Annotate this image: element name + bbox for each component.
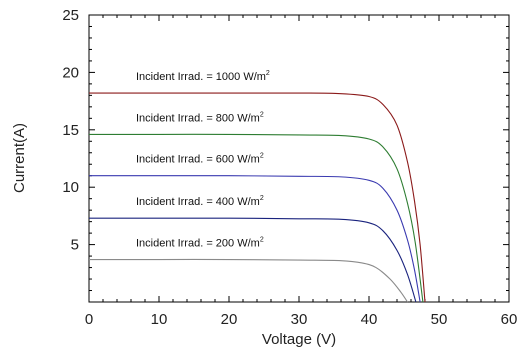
x-tick-label: 40 xyxy=(361,311,378,328)
iv-curve-series-5 xyxy=(88,258,408,303)
iv-curve-series-3 xyxy=(88,175,421,303)
curve-labels-group: Incident Irrad. = 1000 W/m2 Incident Irra… xyxy=(136,70,270,249)
axis-ticks xyxy=(88,14,510,302)
curve-label-1: Incident Irrad. = 1000 W/m2 xyxy=(136,70,270,83)
x-tick-label: 60 xyxy=(501,311,518,328)
x-tick-label: 50 xyxy=(431,311,448,328)
iv-curve-series-1 xyxy=(89,92,426,303)
x-tick-label: 0 xyxy=(85,311,93,328)
x-tick-label: 10 xyxy=(151,311,168,328)
y-tick-label: 15 xyxy=(62,122,79,139)
tick-labels: 0 10 20 30 40 50 60 5 10 15 20 25 xyxy=(62,7,517,328)
y-tick-label: 5 xyxy=(71,237,79,254)
x-tick-label: 30 xyxy=(291,311,308,328)
curve-label-5: Incident Irrad. = 200 W/m2 xyxy=(136,237,264,250)
y-tick-label: 25 xyxy=(62,7,79,24)
curves-group xyxy=(88,92,426,303)
y-tick-label: 10 xyxy=(62,179,79,196)
y-tick-label: 20 xyxy=(62,64,79,81)
iv-curve-series-4 xyxy=(89,217,417,303)
y-axis-label: Current(A) xyxy=(11,123,28,193)
curve-label-3: Incident Irrad. = 600 W/m2 xyxy=(136,153,264,166)
iv-curve-series-2 xyxy=(88,133,424,303)
curve-label-2: Incident Irrad. = 800 W/m2 xyxy=(136,111,264,124)
x-axis-label: Voltage (V) xyxy=(262,331,336,348)
x-tick-label: 20 xyxy=(221,311,238,328)
curve-label-4: Incident Irrad. = 400 W/m2 xyxy=(136,195,264,208)
